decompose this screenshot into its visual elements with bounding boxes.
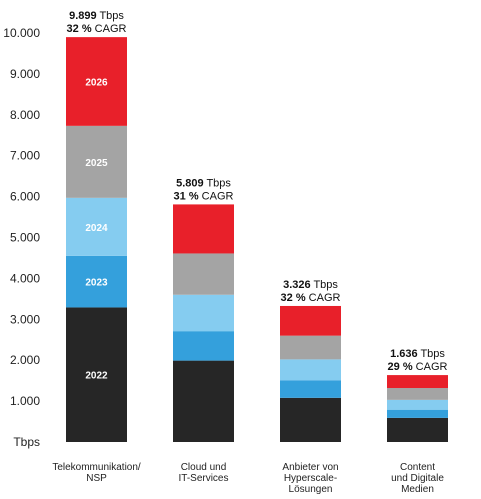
y-tick-label: 9.000	[10, 67, 40, 81]
bar-segment-2022	[387, 417, 448, 442]
bar-segment-2022	[173, 360, 234, 442]
x-axis: Telekommunikation/NSP Cloud und IT-Service…	[52, 462, 444, 495]
cagr-label: 29 % CAGR	[388, 361, 448, 373]
bar-segment-2024	[173, 294, 234, 332]
category-label: Anbieter von Hyperscale-Lösungen	[282, 462, 338, 495]
y-tick-label: 3.000	[10, 312, 40, 326]
cagr-label: 32 % CAGR	[67, 23, 127, 35]
bar-segment-2022	[280, 397, 341, 442]
segment-label-2025: 2025	[85, 158, 108, 169]
cagr-label: 32 % CAGR	[281, 292, 341, 304]
y-axis: Tbps 1.000 2.000 3.000 4.000 5.000 6.000 7.000 8…	[3, 26, 40, 449]
y-tick-label: 8.000	[10, 108, 40, 122]
bar-segment-2025	[280, 335, 341, 360]
y-tick-label: 6.000	[10, 190, 40, 204]
total-value-label: 3.326 Tbps	[283, 279, 338, 291]
y-tick-label: 7.000	[10, 149, 40, 163]
y-tick-label: Tbps	[13, 435, 40, 449]
category-label: Telekommunikation/NSP	[52, 462, 141, 484]
segment-label-2024: 2024	[85, 223, 108, 234]
y-tick-label: 4.000	[10, 271, 40, 285]
bar-segment-2025	[173, 253, 234, 295]
bar-segment-2026	[66, 37, 127, 126]
y-tick-label: 2.000	[10, 353, 40, 367]
segment-label-2023: 2023	[85, 278, 108, 289]
y-tick-label: 1.000	[10, 394, 40, 408]
total-value-label: 1.636 Tbps	[390, 348, 445, 360]
bar-segment-2025	[387, 388, 448, 400]
bar-segment-2022	[66, 307, 127, 442]
segment-label-2026: 2026	[85, 77, 108, 88]
y-tick-label: 10.000	[3, 26, 40, 40]
bar-segment-2026	[280, 305, 341, 336]
segment-label-2022: 2022	[85, 371, 108, 382]
cagr-label: 31 % CAGR	[174, 190, 234, 202]
bar-segment-2023	[280, 380, 341, 398]
bar-segment-2024	[387, 399, 448, 410]
bar-segment-2024	[66, 197, 127, 256]
bar-segment-2023	[387, 409, 448, 418]
bar-segment-2026	[387, 375, 448, 389]
category-label: Cloud und IT-Services	[178, 462, 228, 484]
bar-segment-2025	[66, 125, 127, 198]
total-value-label: 5.809 Tbps	[176, 177, 231, 189]
category-label: Content und Digitale Medien	[391, 462, 444, 495]
bar-segment-2026	[173, 204, 234, 254]
bar-segment-2024	[280, 359, 341, 381]
y-tick-label: 5.000	[10, 231, 40, 245]
total-value-label: 9.899 Tbps	[69, 10, 124, 22]
bar-segment-2023	[66, 255, 127, 308]
bar-segment-2023	[173, 331, 234, 361]
bars: 2022 2023 2024 2025 2026	[66, 37, 448, 442]
